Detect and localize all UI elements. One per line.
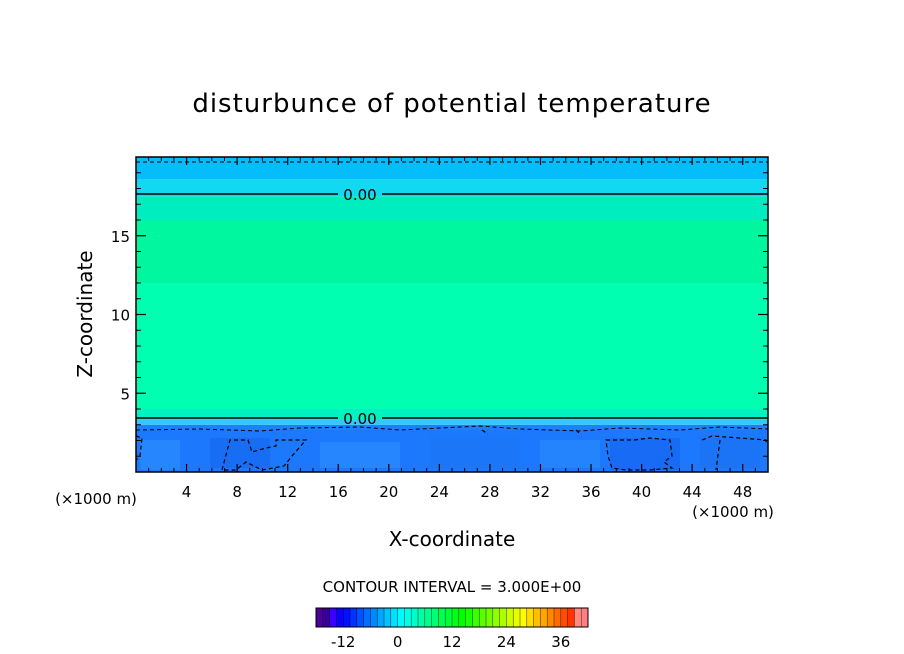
y-axis-label: Z-coordinate <box>73 250 97 377</box>
colorbar-ticks: -12 0 12 24 36 <box>331 633 570 651</box>
y-tick-label: 15 <box>111 228 130 246</box>
colorbar-cell <box>479 608 487 627</box>
x-tick-label: 8 <box>232 483 242 501</box>
colorbar-cell <box>329 608 337 627</box>
colorbar-cell <box>554 608 562 627</box>
colorbar-cell <box>520 608 528 627</box>
y-tick-label: 10 <box>111 307 130 325</box>
colorbar-cell <box>445 608 453 627</box>
surface-contour-4 <box>701 435 767 471</box>
heatmap-band-7 <box>136 157 768 180</box>
colorbar <box>315 607 589 628</box>
colorbar-cell <box>581 608 589 627</box>
contour-interval: CONTOUR INTERVAL = 3.000E+00 <box>323 578 582 596</box>
x-axis-label: X-coordinate <box>389 527 516 551</box>
colorbar-tick-label: 12 <box>442 633 461 651</box>
colorbar-cell <box>336 608 344 627</box>
colorbar-cell <box>533 608 541 627</box>
surface-contour-1 <box>221 439 308 471</box>
colorbar-frame <box>315 607 589 628</box>
colorbar-cell <box>540 608 548 627</box>
colorbar-cell <box>472 608 480 627</box>
x-tick-label: 20 <box>379 483 398 501</box>
x-axis: 4 8 12 16 20 24 28 32 36 40 44 48 <box>148 157 756 501</box>
low-level-texture <box>136 430 768 472</box>
colorbar-cell <box>424 608 433 627</box>
x-unit-label-right: (×1000 m) <box>692 503 774 521</box>
colorbar-cell <box>560 608 569 627</box>
heatmap-band-4 <box>136 220 768 283</box>
colorbar-cell <box>499 608 507 627</box>
colorbar-cell <box>350 608 358 627</box>
colorbar-cell <box>513 608 521 627</box>
plot-area: 0.00 0.00 <box>135 156 769 473</box>
colorbar-cell <box>316 608 324 627</box>
colorbar-cell <box>574 608 582 627</box>
colorbar-cell <box>404 608 412 627</box>
colorbar-tick-label: 0 <box>393 633 403 651</box>
negative-contour-lower <box>135 425 769 432</box>
heatmap-band-2 <box>136 409 768 421</box>
x-tick-label: 28 <box>480 483 499 501</box>
y-tick-label: 5 <box>120 385 130 403</box>
heatmap-band-3 <box>136 283 768 409</box>
colorbar-cell <box>411 608 419 627</box>
colorbar-cell <box>384 608 392 627</box>
colorbar-cell <box>486 608 494 627</box>
colorbar-cell <box>547 608 555 627</box>
colorbar-cell <box>390 608 399 627</box>
colorbar-cell <box>343 608 351 627</box>
x-tick-label: 48 <box>733 483 752 501</box>
colorbar-cell <box>431 608 439 627</box>
colorbar-cell <box>322 608 331 627</box>
colorbar-tick-label: 36 <box>551 633 570 651</box>
x-tick-label: 24 <box>430 483 449 501</box>
colorbar-tick-label: -12 <box>331 633 356 651</box>
y-axis: 5 10 15 <box>111 172 768 457</box>
colorbar-cell <box>370 608 378 627</box>
colorbar-cell <box>567 608 575 627</box>
colorbar-cell <box>458 608 467 627</box>
x-tick-label: 44 <box>683 483 702 501</box>
colorbar-cell <box>452 608 460 627</box>
contour-label-upper: 0.00 <box>343 186 376 204</box>
colorbar-cell <box>356 608 365 627</box>
x-tick-label: 16 <box>329 483 348 501</box>
heatmap-bands <box>136 157 768 472</box>
colorbar-cell <box>438 608 446 627</box>
surface-contour-3 <box>605 437 674 471</box>
x-unit-label-left: (×1000 m) <box>55 490 137 508</box>
x-tick-label: 12 <box>278 483 297 501</box>
colorbar-cell <box>465 608 473 627</box>
heatmap-band-6 <box>136 179 768 197</box>
x-tick-label: 32 <box>531 483 550 501</box>
chart-title: disturbunce of potential temperature <box>192 89 711 119</box>
colorbar-cell <box>397 608 405 627</box>
surface-contour-2 <box>135 435 143 461</box>
x-tick-label: 36 <box>581 483 600 501</box>
colorbar-cell <box>492 608 501 627</box>
heatmap-band-5 <box>136 196 768 220</box>
colorbar-cell <box>506 608 514 627</box>
colorbar-cell <box>363 608 371 627</box>
colorbar-tick-label: 24 <box>497 633 516 651</box>
x-tick-label: 4 <box>182 483 192 501</box>
colorbar-cell <box>526 608 535 627</box>
colorbar-cell <box>418 608 426 627</box>
contour-label-lower: 0.00 <box>343 410 376 428</box>
x-tick-label: 40 <box>632 483 651 501</box>
surface-contour-5 <box>481 429 581 435</box>
heatmap-band-1 <box>136 420 768 425</box>
colorbar-cell <box>377 608 385 627</box>
